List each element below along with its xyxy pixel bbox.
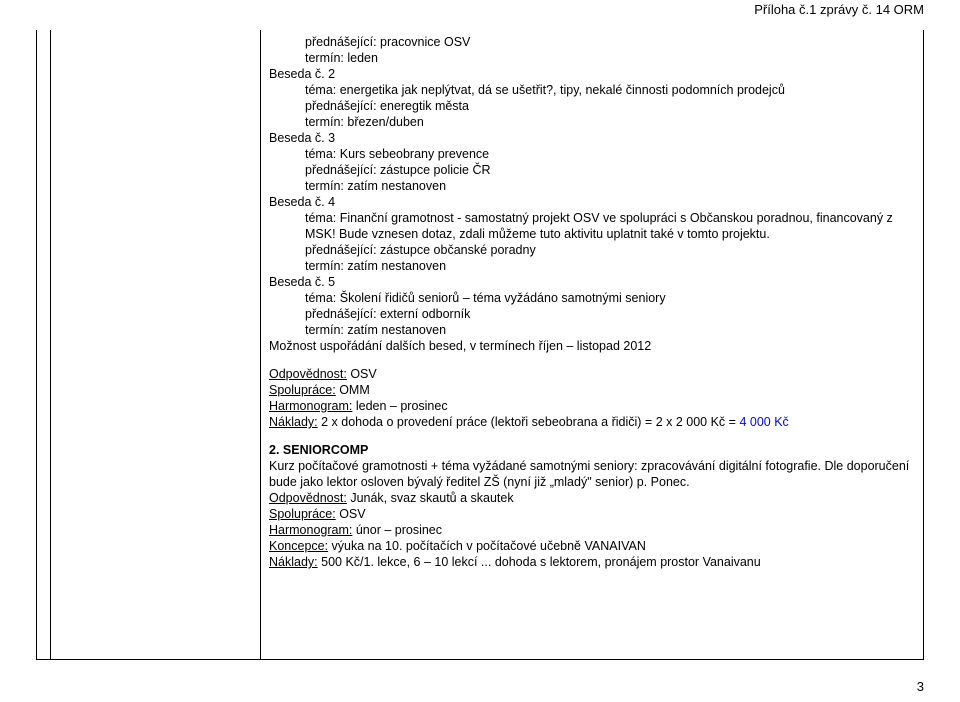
label: Odpovědnost: [269, 367, 347, 381]
line: termín: leden [305, 50, 913, 66]
table-col-3: přednášející: pracovnice OSV termín: led… [261, 30, 923, 659]
line: termín: zatím nestanoven [305, 322, 913, 338]
line: přednášející: eneregtik města [305, 98, 913, 114]
line: Beseda č. 2 [269, 66, 913, 82]
line-schedule: Harmonogram: únor – prosinec [269, 522, 913, 538]
label: Náklady: [269, 555, 318, 569]
label: Spolupráce: [269, 507, 336, 521]
line: termín: březen/duben [305, 114, 913, 130]
line: přednášející: externí odborník [305, 306, 913, 322]
header-appendix: Příloha č.1 zprávy č. 14 ORM [754, 2, 924, 17]
label: Náklady: [269, 415, 318, 429]
line: přednášející: zástupce občanské poradny [305, 242, 913, 258]
label: Spolupráce: [269, 383, 336, 397]
label: Harmonogram: [269, 523, 352, 537]
value: 500 Kč/1. lekce, 6 – 10 lekcí ... dohoda… [318, 555, 761, 569]
section-2-paragraph: Kurz počítačové gramotnosti + téma vyžád… [269, 458, 913, 490]
line-costs: Náklady: 2 x dohoda o provedení práce (l… [269, 414, 913, 430]
value: únor – prosinec [352, 523, 442, 537]
line-costs: Náklady: 500 Kč/1. lekce, 6 – 10 lekcí .… [269, 554, 913, 570]
line-cooperation: Spolupráce: OMM [269, 382, 913, 398]
label: Odpovědnost: [269, 491, 347, 505]
line: Možnost uspořádání dalších besed, v term… [269, 338, 913, 354]
value: OMM [336, 383, 370, 397]
value: OSV [347, 367, 377, 381]
line-concept: Koncepce: výuka na 10. počítačích v počí… [269, 538, 913, 554]
line: přednášející: pracovnice OSV [305, 34, 913, 50]
line: termín: zatím nestanoven [305, 178, 913, 194]
value: leden – prosinec [352, 399, 447, 413]
page-number: 3 [917, 679, 924, 694]
value: Junák, svaz skautů a skautek [347, 491, 514, 505]
line: přednášející: zástupce policie ČR [305, 162, 913, 178]
value: výuka na 10. počítačích v počítačové uče… [328, 539, 646, 553]
value: 2 x dohoda o provedení práce (lektoři se… [318, 415, 740, 429]
table-col-1 [37, 30, 51, 659]
section-2-title: 2. SENIORCOMP [269, 442, 913, 458]
page: Příloha č.1 zprávy č. 14 ORM přednášejíc… [0, 0, 960, 702]
line-responsibility: Odpovědnost: OSV [269, 366, 913, 382]
line-schedule: Harmonogram: leden – prosinec [269, 398, 913, 414]
line: Beseda č. 4 [269, 194, 913, 210]
line: téma: Kurs sebeobrany prevence [305, 146, 913, 162]
line: téma: energetika jak neplýtvat, dá se uš… [305, 82, 913, 98]
line-responsibility: Odpovědnost: Junák, svaz skautů a skaute… [269, 490, 913, 506]
label: Harmonogram: [269, 399, 352, 413]
line-cooperation: Spolupráce: OSV [269, 506, 913, 522]
line: Beseda č. 5 [269, 274, 913, 290]
line: termín: zatím nestanoven [305, 258, 913, 274]
table-col-2 [51, 30, 261, 659]
line: Beseda č. 3 [269, 130, 913, 146]
value: OSV [336, 507, 366, 521]
label: Koncepce: [269, 539, 328, 553]
line: téma: Finanční gramotnost - samostatný p… [305, 210, 913, 242]
content-frame: přednášející: pracovnice OSV termín: led… [36, 30, 924, 660]
cost-amount: 4 000 Kč [739, 415, 788, 429]
line: téma: Školení řidičů seniorů – téma vyžá… [305, 290, 913, 306]
